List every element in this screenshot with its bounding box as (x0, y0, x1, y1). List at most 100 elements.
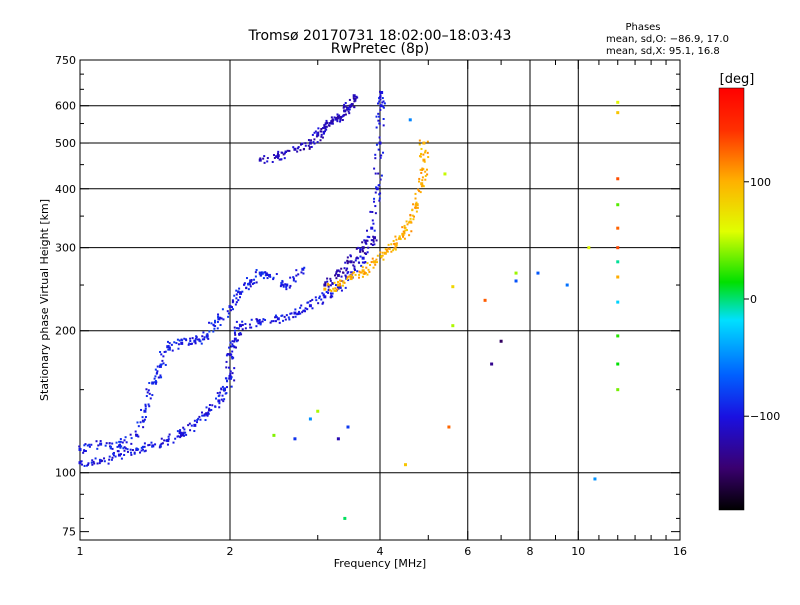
data-point (536, 271, 540, 275)
trace-echo (187, 343, 190, 346)
trace-echo (421, 184, 424, 187)
trace-echo (222, 388, 225, 391)
trace-echo (208, 404, 211, 407)
trace-echo (327, 285, 330, 288)
trace-echo (373, 197, 376, 200)
trace-echo (382, 118, 385, 121)
trace-echo (221, 308, 224, 311)
trace-echo (288, 318, 291, 321)
trace-echo (193, 419, 196, 422)
data-point (301, 267, 305, 271)
trace-echo (343, 103, 346, 106)
data-point (403, 463, 407, 467)
trace-echo (294, 315, 297, 318)
trace-echo (241, 328, 244, 331)
trace-echo (409, 217, 412, 220)
trace-echo (379, 96, 382, 99)
trace-echo (283, 152, 286, 155)
trace-echo (344, 105, 347, 108)
trace-echo (218, 406, 221, 409)
trace-echo (199, 340, 202, 343)
trace-echo (283, 157, 286, 160)
trace-echo (363, 272, 366, 275)
trace-echo (329, 296, 332, 299)
trace-echo (347, 110, 350, 113)
data-point (370, 226, 374, 230)
trace-echo (379, 156, 382, 159)
trace-echo (91, 459, 94, 462)
trace-echo (231, 340, 234, 343)
y-tick-label: 300 (55, 242, 76, 255)
trace-echo (162, 362, 165, 365)
trace-echo (334, 289, 337, 292)
trace-echo (255, 268, 258, 271)
trace-echo (99, 440, 102, 443)
trace-echo (159, 363, 162, 366)
trace-echo (343, 105, 346, 108)
trace-echo (325, 119, 328, 122)
data-point (616, 260, 620, 264)
trace-echo (411, 214, 414, 217)
data-points (78, 90, 620, 520)
trace-echo (140, 446, 143, 449)
trace-echo (317, 127, 320, 130)
trace-echo (322, 293, 325, 296)
trace-echo (196, 338, 199, 341)
trace-echo (369, 210, 372, 213)
trace-echo (247, 288, 250, 291)
trace-echo (361, 275, 364, 278)
trace-echo (379, 142, 382, 145)
trace-echo (135, 447, 138, 450)
trace-echo (323, 124, 326, 127)
trace-echo (292, 316, 295, 319)
data-point (451, 324, 455, 328)
trace-echo (111, 447, 114, 450)
trace-echo (372, 266, 375, 269)
trace-echo (321, 302, 324, 305)
trace-echo (259, 323, 262, 326)
trace-echo (366, 251, 369, 254)
trace-echo (335, 271, 338, 274)
trace-echo (171, 349, 174, 352)
trace-echo (203, 413, 206, 416)
data-point (193, 423, 197, 427)
data-point (616, 203, 620, 207)
trace-echo (329, 279, 332, 282)
trace-echo (243, 282, 246, 285)
trace-echo (421, 167, 424, 170)
trace-echo (144, 403, 147, 406)
trace-echo (202, 331, 205, 334)
trace-echo (354, 99, 357, 102)
trace-echo (361, 270, 364, 273)
trace-echo (234, 333, 237, 336)
trace-echo (84, 450, 87, 453)
trace-echo (264, 271, 267, 274)
trace-echo (230, 377, 233, 380)
trace-echo (285, 286, 288, 289)
trace-echo (370, 243, 373, 246)
trace-echo (375, 143, 378, 146)
trace-echo (382, 105, 385, 108)
trace-echo (331, 292, 334, 295)
trace-echo (145, 395, 148, 398)
trace-echo (283, 315, 286, 318)
trace-echo (350, 102, 353, 105)
trace-echo (182, 426, 185, 429)
trace-echo (394, 246, 397, 249)
data-point (443, 172, 447, 176)
trace-echo (384, 248, 387, 251)
trace-echo (317, 302, 320, 305)
trace-echo (345, 106, 348, 109)
trace-echo (275, 155, 278, 158)
data-point (308, 304, 312, 308)
trace-echo (233, 326, 236, 329)
trace-echo (392, 249, 395, 252)
trace-echo (309, 300, 312, 303)
data-point (258, 158, 262, 162)
trace-echo (196, 419, 199, 422)
trace-echo (220, 388, 223, 391)
trace-echo (380, 254, 383, 257)
trace-echo (239, 332, 242, 335)
trace-echo (424, 178, 427, 181)
